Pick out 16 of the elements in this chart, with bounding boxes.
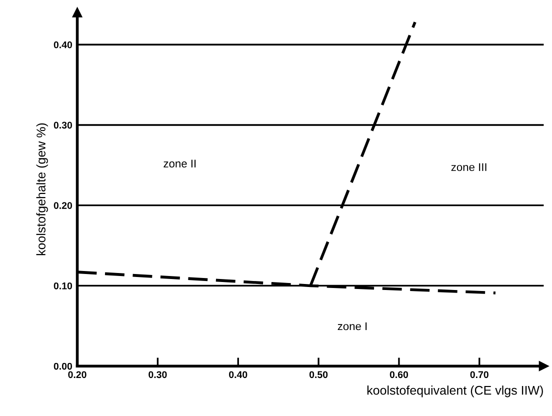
y-tick-label: 0.00 [54,362,72,370]
y-axis-title: koolstofgehalte (gew %) [36,123,48,256]
x-tick-label: 0.30 [148,371,167,378]
y-tick-label: 0.30 [54,122,72,129]
x-tick-label: 0.40 [229,371,248,378]
x-tick-label: 0.70 [470,371,488,378]
y-tick-label: 0.40 [54,41,72,48]
x-tick-label: 0.20 [68,371,86,378]
annotation: zone III [451,163,486,172]
annotation: zone II [164,160,196,168]
x-tick-label: 0.60 [390,371,408,378]
y-tick-label: 0.10 [54,282,72,290]
x-axis-title: koolstofequivalent (CE vlgs IIW) [367,386,543,398]
x-tick-label: 0.50 [309,371,328,378]
y-tick-label: 0.20 [54,202,72,209]
annotation: zone I [338,322,367,330]
